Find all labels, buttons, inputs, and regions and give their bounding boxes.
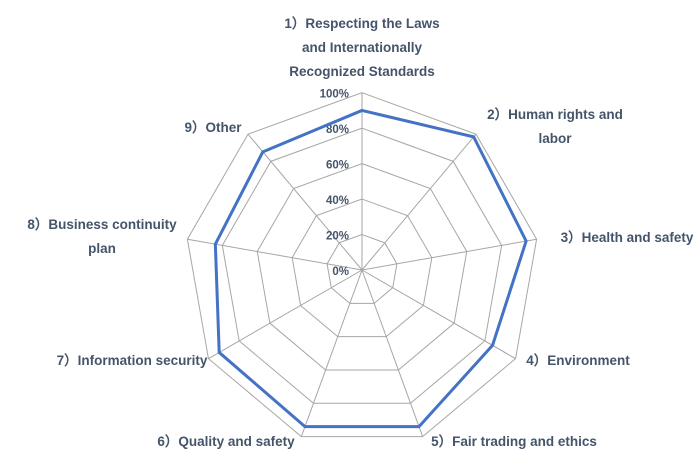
tick-label: 40% <box>326 195 349 207</box>
grid-ring <box>186 92 538 438</box>
tick-label: 0% <box>332 266 349 278</box>
category-label: 8）Business continuity plan <box>27 217 177 256</box>
category-label: 9）Other <box>184 120 242 135</box>
grid-ring <box>256 163 468 371</box>
category-label: 1）Respecting the Laws and Internationally… <box>284 16 439 79</box>
grid-ring <box>291 198 433 338</box>
grid-spoke <box>300 269 363 437</box>
category-label: 7）Information security <box>57 353 208 368</box>
series-line <box>213 108 528 429</box>
grid-spoke <box>361 269 424 437</box>
tick-label: 80% <box>326 124 349 136</box>
tick-label: 100% <box>320 89 349 101</box>
grid-spoke <box>208 269 363 360</box>
category-label: 4）Environment <box>526 353 630 368</box>
grid-ring <box>326 234 398 304</box>
grid-spoke <box>361 238 537 271</box>
grid-spoke <box>361 133 477 271</box>
grid-ring <box>221 127 503 404</box>
grid-spoke <box>361 269 516 360</box>
tick-label: 60% <box>326 160 349 172</box>
category-label: 5）Fair trading and ethics <box>431 434 597 449</box>
grid-spoke <box>247 133 363 271</box>
category-label: 6）Quality and safety <box>157 434 295 449</box>
tick-label: 20% <box>326 231 349 243</box>
category-label: 3）Health and safety <box>561 230 694 245</box>
category-label: 2）Human rights and labor <box>487 107 623 146</box>
